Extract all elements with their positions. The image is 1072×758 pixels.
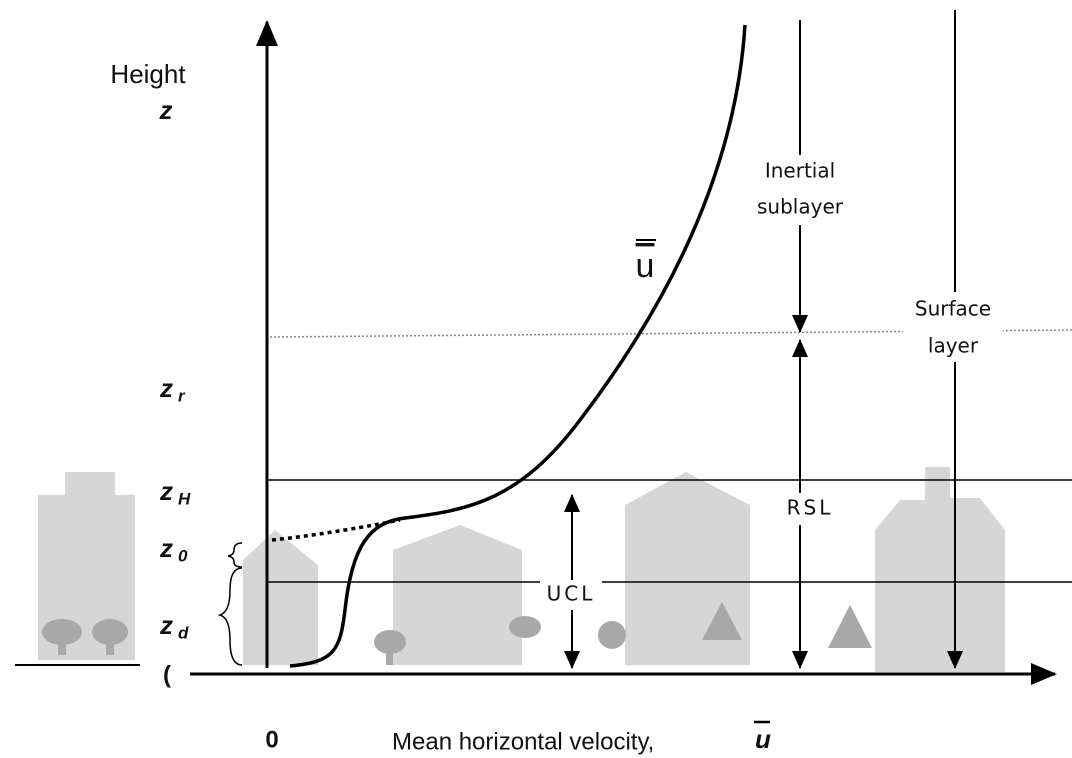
level-labels: z rz Hz 0z d	[159, 373, 191, 643]
y-axis-symbol: z	[159, 95, 173, 125]
layer-label: Surface	[915, 297, 991, 321]
y-axis-label: Height	[110, 59, 186, 89]
layer-label: Inertial	[765, 159, 835, 183]
level-subscript: d	[178, 623, 189, 642]
axes	[15, 20, 1072, 685]
level-symbol: z	[159, 373, 173, 403]
level-symbol: z	[159, 610, 173, 640]
layer-arrows	[217, 10, 963, 669]
level-symbol: z	[159, 476, 173, 506]
layer-label-bgs	[540, 155, 1003, 610]
level-subscript: H	[178, 489, 191, 508]
level-symbol: z	[159, 533, 173, 563]
profile-label: u	[636, 247, 655, 285]
level-subscript: r	[178, 386, 186, 405]
ground-label: (	[163, 661, 171, 688]
layer-label: UCL	[547, 582, 596, 606]
buildings	[38, 467, 1005, 672]
profile	[271, 24, 747, 668]
level-subscript: 0	[178, 546, 188, 565]
layer-label: sublayer	[757, 195, 844, 219]
layer-label: layer	[928, 334, 979, 358]
x-axis-label: Mean horizontal velocity,	[392, 728, 654, 755]
x-axis-symbol: u	[755, 724, 771, 754]
origin-label: 0	[265, 726, 278, 753]
layer-label: RSL	[787, 496, 834, 520]
